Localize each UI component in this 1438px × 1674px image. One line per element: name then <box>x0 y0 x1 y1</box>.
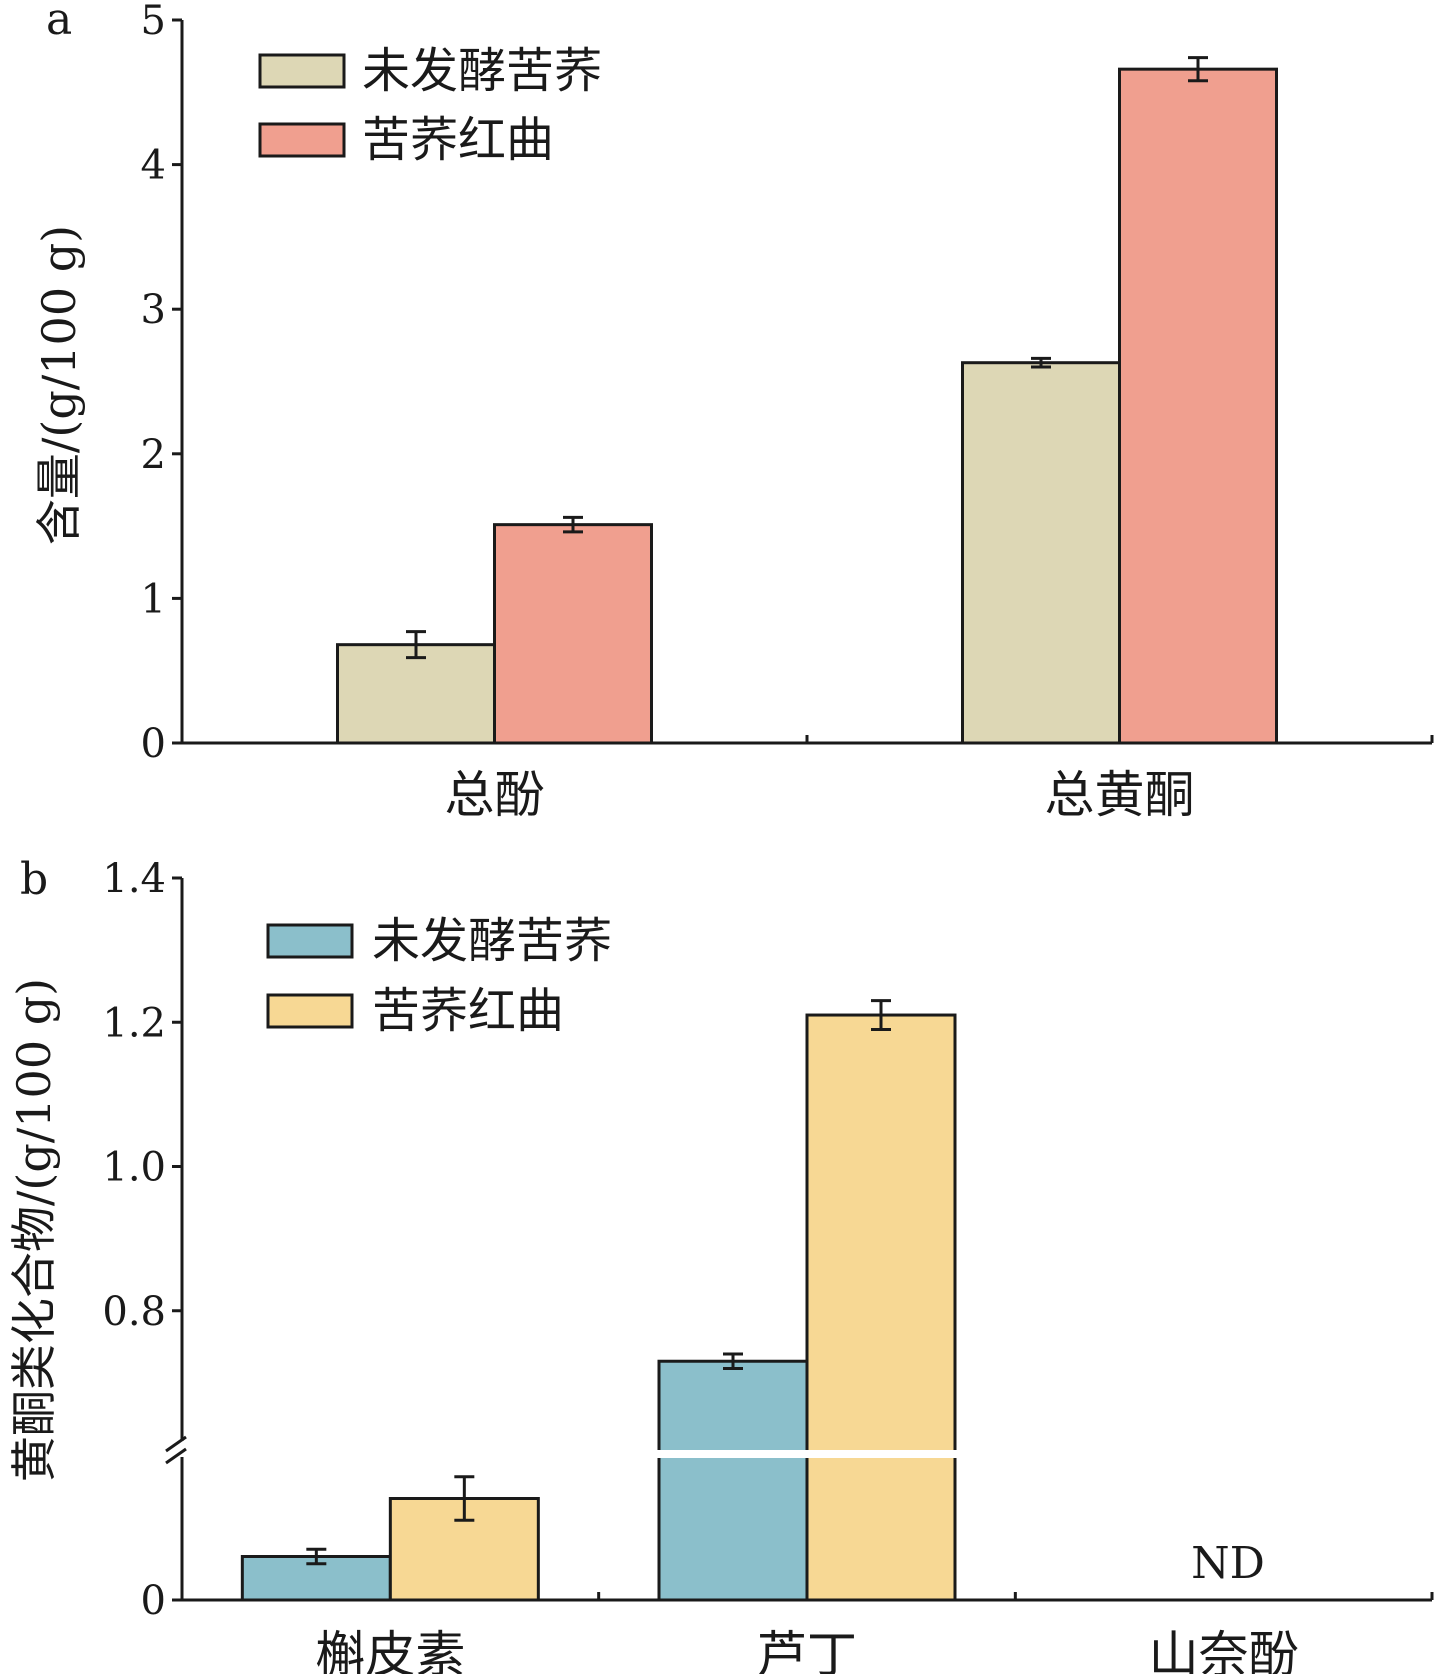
panel-a-category-label: 总黄酮 <box>1045 766 1195 824</box>
axis-break-mark <box>165 1435 187 1453</box>
panel-b-category-label: 芦丁 <box>757 1626 857 1674</box>
panel-b-category-label: 槲皮素 <box>315 1626 465 1674</box>
legend-a-swatch-hongqu <box>258 122 346 158</box>
panel-a-y-tick-label: 0 <box>141 721 166 767</box>
panel-b: b 黄酮类化合物/(g/100 g) 0 0.8 1.0 1.2 1.4 槲皮素 芦丁 山奈… <box>7 854 1434 1674</box>
legend-b-swatch-hongqu <box>266 993 354 1029</box>
panel-b-label: b <box>20 854 48 905</box>
bar <box>805 1013 957 1602</box>
panel-b-error-bars <box>306 999 891 1566</box>
panel-a-category-label: 总酚 <box>445 766 545 824</box>
panel-b-x-tick-labels: 槲皮素 芦丁 山奈酚 <box>315 1626 1298 1674</box>
legend-a-label-unfermented: 未发酵苦荞 <box>362 43 602 99</box>
panel-a-y-ticks: 0 1 2 3 4 5 <box>141 0 182 767</box>
panel-a-label: a <box>46 0 72 45</box>
bar <box>336 643 496 745</box>
bar-break-gap <box>657 1450 957 1458</box>
legend-b-label-hongqu: 苦荞红曲 <box>372 983 564 1039</box>
panel-b-y-axis-label: 黄酮类化合物/(g/100 g) <box>7 978 61 1482</box>
legend-a-swatch-unfermented <box>258 53 346 89</box>
panel-b-y-tick-label: 0 <box>141 1578 166 1624</box>
panel-b-y-tick-label: 1.2 <box>102 1000 166 1046</box>
bar <box>1118 67 1278 745</box>
panel-b-y-tick-label: 1.4 <box>102 856 166 902</box>
legend-b-label-unfermented: 未发酵苦荞 <box>372 913 612 969</box>
bar <box>657 1359 809 1602</box>
panel-a-x-tick-labels: 总酚 总黄酮 <box>445 766 1195 824</box>
not-detected-annotation: ND <box>1191 1538 1265 1589</box>
panel-a-legend: 未发酵苦荞 苦荞红曲 <box>258 43 602 168</box>
panel-a-y-tick-label: 3 <box>141 287 166 333</box>
legend-b-swatch-unfermented <box>266 923 354 959</box>
panel-b-legend: 未发酵苦荞 苦荞红曲 <box>266 913 612 1039</box>
panel-a: a 含量/(g/100 g) 0 1 2 3 4 5 总酚 总黄酮 未发酵苦荞 苦荞红曲 <box>32 0 1434 824</box>
axis-break-mark <box>165 1447 187 1465</box>
panel-a-y-axis-label: 含量/(g/100 g) <box>32 225 86 545</box>
panel-a-error-bars <box>406 56 1208 660</box>
panel-b-bars <box>240 1013 957 1602</box>
legend-a-label-hongqu: 苦荞红曲 <box>362 112 554 168</box>
panel-b-y-tick-label: 1.0 <box>102 1145 166 1191</box>
panel-a-y-tick-label: 1 <box>141 576 166 622</box>
panel-b-category-label: 山奈酚 <box>1149 1626 1299 1674</box>
panel-b-axes <box>165 878 1434 1602</box>
panel-b-y-tick-label: 0.8 <box>102 1289 166 1335</box>
panel-a-y-tick-label: 5 <box>141 0 166 44</box>
panel-a-axes <box>180 20 1434 745</box>
panel-a-y-tick-label: 2 <box>141 432 166 478</box>
bar <box>493 523 653 745</box>
panel-a-y-tick-label: 4 <box>141 143 166 189</box>
panel-b-y-ticks: 0 0.8 1.0 1.2 1.4 <box>102 856 182 1624</box>
panel-a-bars <box>336 67 1278 745</box>
bar <box>961 361 1121 745</box>
